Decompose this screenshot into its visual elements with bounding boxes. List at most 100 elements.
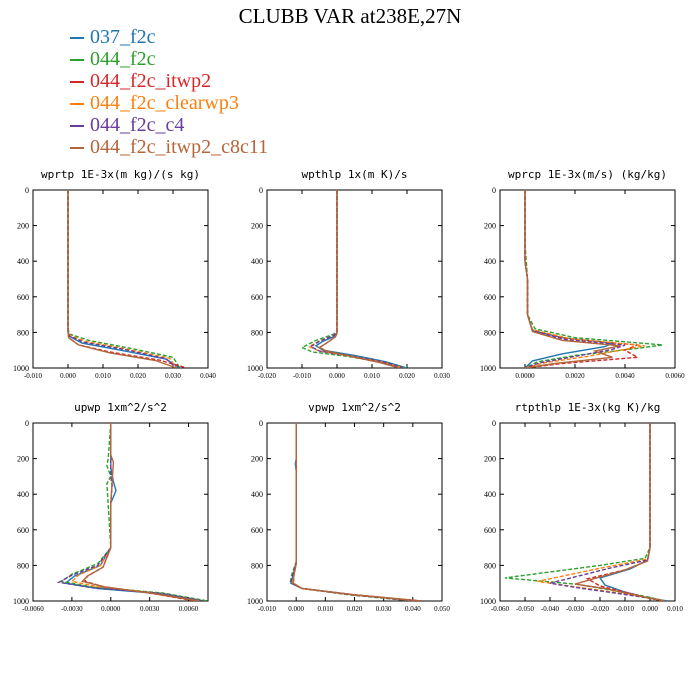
x-tick-label: 0.010 [667,605,683,613]
y-tick-label: 800 [17,561,29,570]
x-tick-label: 0.020 [130,372,146,380]
y-tick-label: 1000 [480,597,496,606]
plot-frame [266,189,443,369]
legend-swatch [70,125,84,128]
x-tick-label: 0.010 [317,605,333,613]
panel-title: wprcp 1E-3x(m/s) (kg/kg) [508,168,667,181]
y-tick-label: 0 [25,186,29,195]
y-tick-label: 1000 [480,364,496,373]
panel: rtpthlp 1E-3x(kg K)/kg02004006008001000-… [480,401,683,613]
panel: upwp 1xm^2/s^2 0 200 400 600 800 1000-0.0060 -0… [13,401,209,613]
y-tick-label: 400 [484,490,496,499]
series-line [67,190,178,368]
y-tick-label: 600 [17,293,29,302]
legend-swatch [70,103,84,106]
y-tick-label: 200 [251,455,263,464]
x-tick-label: -0.060 [491,605,510,613]
x-tick-label: 0.0060 [665,372,685,380]
legend-entry: 044_f2c [70,48,268,70]
y-tick-label: 1000 [247,597,263,606]
panel: wpthlp 1x(m K)/s 0 200 400 600 800 1000-0.020 -… [247,168,450,380]
y-tick-label: 800 [251,328,263,337]
panel-title: rtpthlp 1E-3x(kg K)/kg [515,401,661,414]
y-tick-label: 800 [484,328,496,337]
x-tick-label: -0.020 [258,372,277,380]
legend-entry: 044_f2c_clearwp3 [70,92,268,114]
series-line [318,190,401,368]
series-line [291,423,416,601]
y-tick-label: 400 [251,257,263,266]
y-tick-label: 800 [251,561,263,570]
y-tick-label: 0 [25,419,29,428]
y-tick-label: 200 [484,222,496,231]
series-line [524,190,646,368]
series-line [67,190,177,368]
x-tick-label: 0.0060 [179,605,199,613]
legend-label: 044_f2c_clearwp3 [90,92,239,114]
y-tick-label: 200 [17,455,29,464]
x-tick-label: 0.000 [288,605,304,613]
x-tick-label: 0.020 [347,605,363,613]
series-line [290,423,419,601]
series-line [585,423,666,601]
x-tick-label: -0.010 [258,605,277,613]
legend-label: 044_f2c [90,48,156,70]
x-tick-label: 0.010 [95,372,111,380]
x-tick-label: 0.050 [434,605,450,613]
legend: 037_f2c 044_f2c 044_f2c_itwp2 044_f2c_cl… [70,26,268,158]
series-line [59,423,208,601]
x-tick-label: 0.020 [399,372,415,380]
panel-title: wpthlp 1x(m K)/s [302,168,408,181]
series-line [524,190,621,368]
y-tick-label: 800 [17,328,29,337]
x-tick-label: -0.010 [293,372,312,380]
y-tick-label: 200 [484,455,496,464]
series-line [318,190,401,368]
series-line [63,423,202,601]
series-line [80,423,200,601]
legend-swatch [70,37,84,40]
panel-title: vpwp 1xm^2/s^2 [308,401,401,414]
legend-label: 044_f2c_itwp2_c8c11 [90,136,269,158]
plot-frame [32,189,209,369]
panel-title: upwp 1xm^2/s^2 [74,401,167,414]
y-tick-label: 400 [17,490,29,499]
legend-label: 037_f2c [90,26,156,48]
y-tick-label: 1000 [13,597,29,606]
plot-frame [499,422,676,602]
y-tick-label: 0 [492,419,496,428]
y-tick-label: 0 [259,419,263,428]
series-line [524,190,626,368]
panel: vpwp 1xm^2/s^2 0 200 400 600 800 1000-0.010 0.0… [247,401,450,613]
plot-frame [499,189,676,369]
series-line [574,423,666,601]
x-tick-label: 0.040 [405,605,421,613]
series-line [292,423,422,601]
x-tick-label: -0.0060 [22,605,44,613]
x-tick-label: -0.050 [516,605,535,613]
series-line [56,423,205,601]
legend-swatch [70,147,84,150]
x-tick-label: 0.030 [376,605,392,613]
y-tick-label: 600 [484,293,496,302]
y-tick-label: 200 [251,222,263,231]
x-tick-label: -0.020 [591,605,610,613]
series-line [537,423,666,601]
x-tick-label: -0.010 [24,372,43,380]
x-tick-label: -0.040 [541,605,560,613]
y-tick-label: 600 [251,293,263,302]
legend-swatch [70,81,84,84]
series-line [67,190,181,368]
panel: wprtp 1E-3x(m kg)/(s kg) 0 200 400 600 800 100… [13,168,216,380]
legend-swatch [70,59,84,62]
y-tick-label: 400 [17,257,29,266]
y-tick-label: 1000 [247,364,263,373]
x-tick-label: 0.0040 [615,372,635,380]
legend-entry: 044_f2c_itwp2 [70,70,268,92]
series-line [524,190,663,368]
y-tick-label: 600 [17,526,29,535]
y-tick-label: 600 [484,526,496,535]
x-tick-label: 0.030 [165,372,181,380]
x-tick-label: 0.0000 [515,372,535,380]
series-line [83,423,196,601]
